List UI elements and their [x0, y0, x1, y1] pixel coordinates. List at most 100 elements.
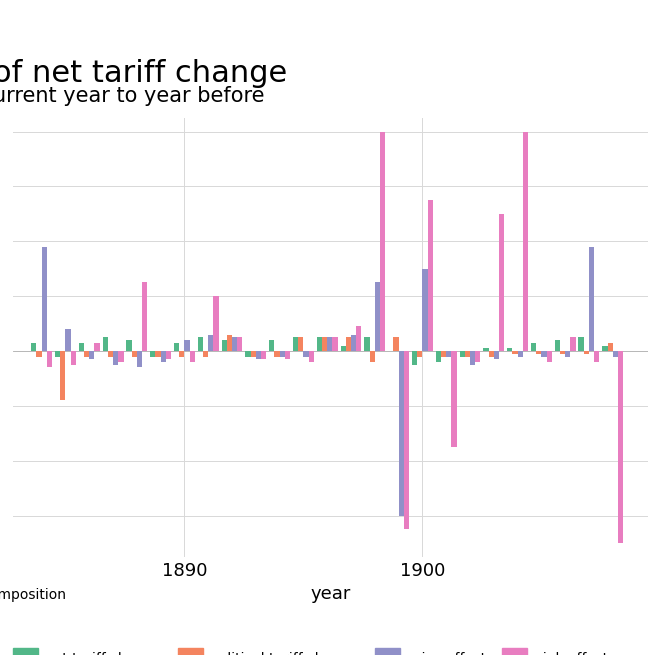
Bar: [489, 351, 494, 356]
Bar: [237, 337, 242, 351]
Bar: [221, 340, 227, 351]
Bar: [150, 351, 155, 356]
Bar: [60, 351, 66, 400]
Bar: [446, 351, 451, 356]
Bar: [47, 351, 52, 367]
Bar: [428, 200, 433, 351]
Bar: [394, 337, 399, 351]
Bar: [441, 351, 446, 356]
Bar: [66, 329, 71, 351]
Bar: [584, 351, 589, 354]
Bar: [356, 326, 362, 351]
Bar: [507, 348, 512, 351]
Bar: [536, 351, 542, 354]
Bar: [261, 351, 267, 359]
Legend: net tariff change, political tariff change, price effect, pink effect: net tariff change, political tariff chan…: [7, 643, 614, 655]
Bar: [214, 296, 219, 351]
Bar: [42, 247, 47, 351]
Bar: [476, 351, 481, 362]
Bar: [346, 337, 351, 351]
Bar: [333, 337, 338, 351]
Bar: [341, 346, 346, 351]
Bar: [303, 351, 309, 356]
Bar: [79, 343, 84, 351]
Bar: [198, 337, 203, 351]
Bar: [89, 351, 94, 359]
Bar: [523, 132, 528, 351]
Bar: [137, 351, 142, 367]
Bar: [113, 351, 119, 365]
Text: of net tariff change: of net tariff change: [0, 60, 288, 88]
Bar: [589, 247, 594, 351]
Bar: [465, 351, 470, 356]
Bar: [328, 337, 333, 351]
Bar: [594, 351, 599, 362]
Bar: [31, 343, 37, 351]
Bar: [547, 351, 552, 362]
Bar: [246, 351, 251, 356]
Bar: [542, 351, 547, 356]
X-axis label: year: year: [310, 585, 351, 603]
Bar: [103, 337, 108, 351]
Bar: [108, 351, 113, 356]
Bar: [369, 351, 375, 362]
Bar: [483, 348, 489, 351]
Bar: [565, 351, 571, 356]
Bar: [208, 335, 214, 351]
Bar: [232, 337, 237, 351]
Bar: [119, 351, 124, 362]
Bar: [55, 351, 60, 356]
Bar: [512, 351, 517, 354]
Bar: [84, 351, 89, 356]
Bar: [422, 269, 428, 351]
Bar: [274, 351, 280, 356]
Bar: [494, 351, 499, 359]
Bar: [404, 351, 409, 529]
Bar: [571, 337, 576, 351]
Bar: [531, 343, 536, 351]
Bar: [317, 337, 322, 351]
Bar: [375, 282, 380, 351]
Bar: [203, 351, 208, 356]
Bar: [160, 351, 166, 362]
Bar: [417, 351, 422, 356]
Bar: [412, 351, 417, 365]
Bar: [94, 343, 100, 351]
Bar: [608, 343, 613, 351]
Bar: [132, 351, 137, 356]
Bar: [227, 335, 232, 351]
Bar: [517, 351, 523, 356]
Bar: [293, 337, 298, 351]
Bar: [280, 351, 285, 356]
Bar: [322, 337, 328, 351]
Bar: [603, 346, 608, 351]
Bar: [155, 351, 160, 356]
Bar: [578, 337, 584, 351]
Bar: [555, 340, 560, 351]
Bar: [174, 343, 179, 351]
Bar: [351, 335, 356, 351]
Bar: [256, 351, 261, 359]
Bar: [190, 351, 195, 362]
Bar: [399, 351, 404, 515]
Bar: [436, 351, 441, 362]
Text: decomposition: decomposition: [0, 588, 66, 603]
Bar: [251, 351, 256, 356]
Bar: [560, 351, 565, 354]
Bar: [613, 351, 618, 356]
Text: urrent year to year before: urrent year to year before: [0, 86, 265, 106]
Bar: [179, 351, 185, 356]
Bar: [298, 337, 303, 351]
Bar: [460, 351, 465, 356]
Bar: [364, 337, 369, 351]
Bar: [499, 214, 504, 351]
Bar: [185, 340, 190, 351]
Bar: [71, 351, 76, 365]
Bar: [380, 132, 385, 351]
Bar: [451, 351, 457, 447]
Bar: [126, 340, 132, 351]
Bar: [37, 351, 42, 356]
Bar: [618, 351, 623, 543]
Bar: [309, 351, 314, 362]
Bar: [142, 282, 147, 351]
